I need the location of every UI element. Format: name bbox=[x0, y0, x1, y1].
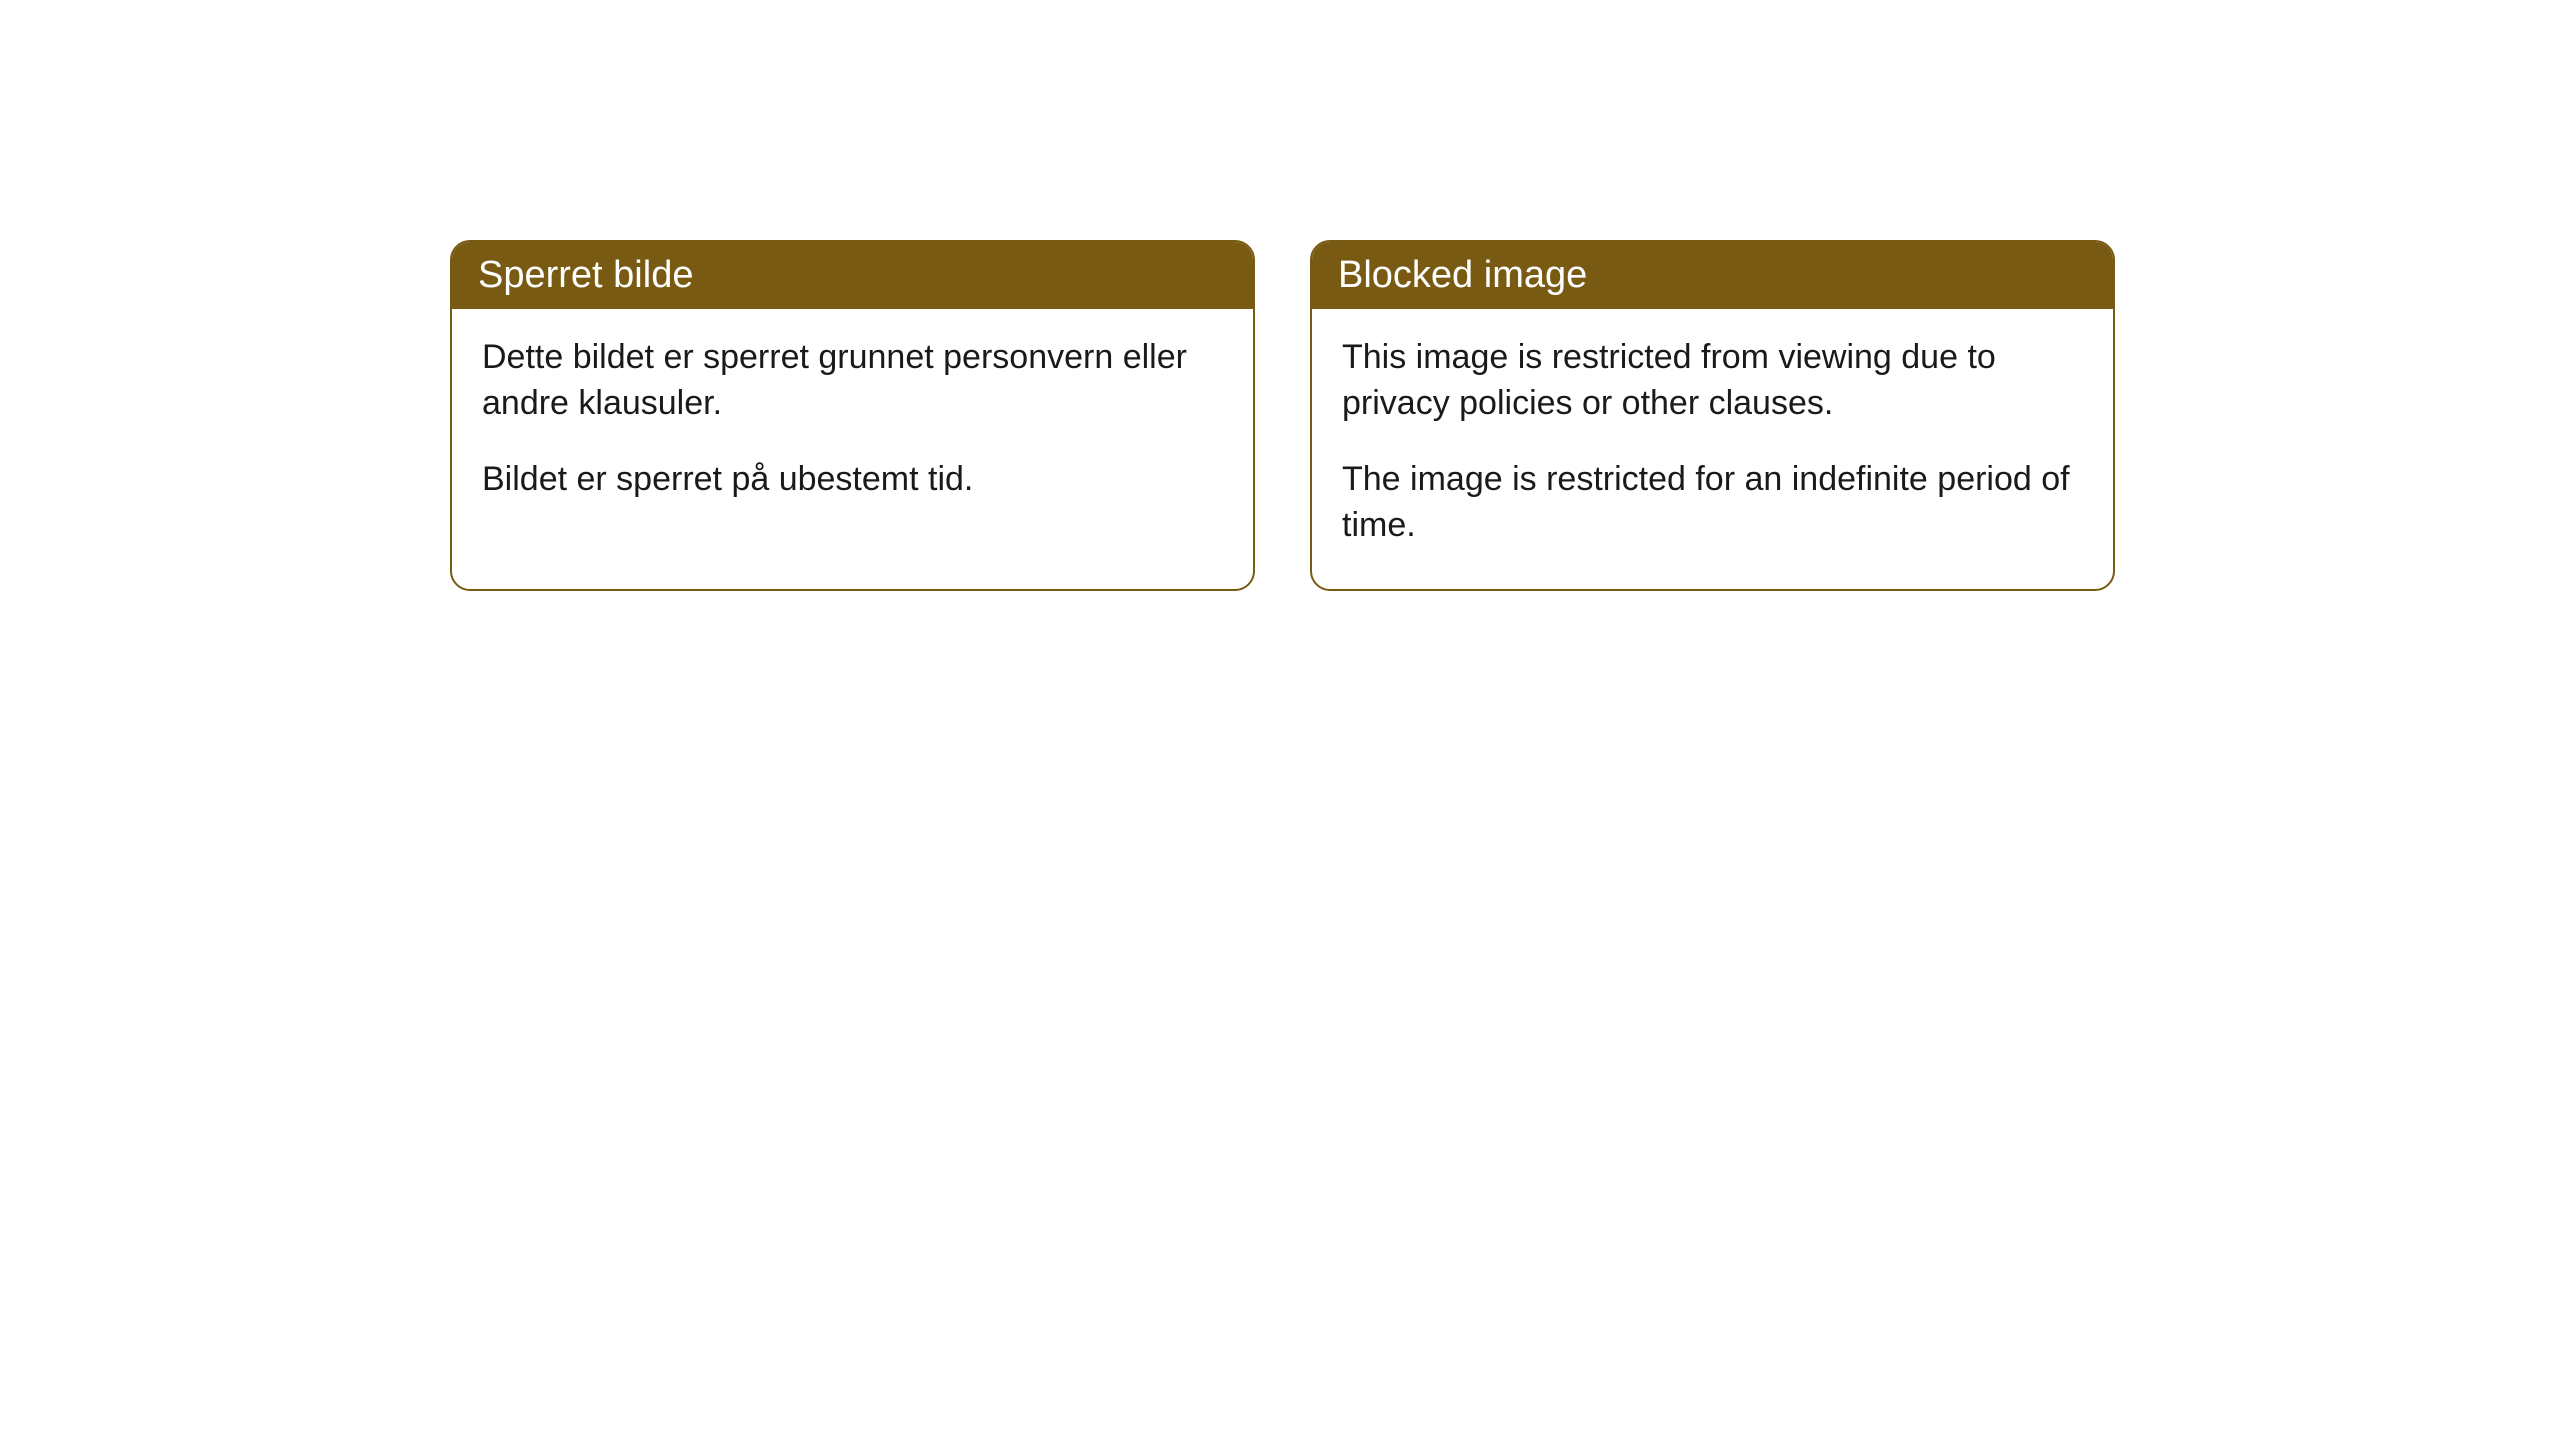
card-header: Blocked image bbox=[1312, 242, 2113, 309]
card-paragraph-1: Dette bildet er sperret grunnet personve… bbox=[482, 335, 1223, 427]
card-body: Dette bildet er sperret grunnet personve… bbox=[452, 309, 1253, 543]
notice-container: Sperret bilde Dette bildet er sperret gr… bbox=[0, 0, 2560, 591]
card-body: This image is restricted from viewing du… bbox=[1312, 309, 2113, 589]
card-title: Sperret bilde bbox=[478, 254, 693, 296]
card-paragraph-1: This image is restricted from viewing du… bbox=[1342, 335, 2083, 427]
notice-card-english: Blocked image This image is restricted f… bbox=[1310, 240, 2115, 591]
notice-card-norwegian: Sperret bilde Dette bildet er sperret gr… bbox=[450, 240, 1255, 591]
card-paragraph-2: Bildet er sperret på ubestemt tid. bbox=[482, 457, 1223, 503]
card-paragraph-2: The image is restricted for an indefinit… bbox=[1342, 457, 2083, 549]
card-title: Blocked image bbox=[1338, 254, 1587, 296]
card-header: Sperret bilde bbox=[452, 242, 1253, 309]
